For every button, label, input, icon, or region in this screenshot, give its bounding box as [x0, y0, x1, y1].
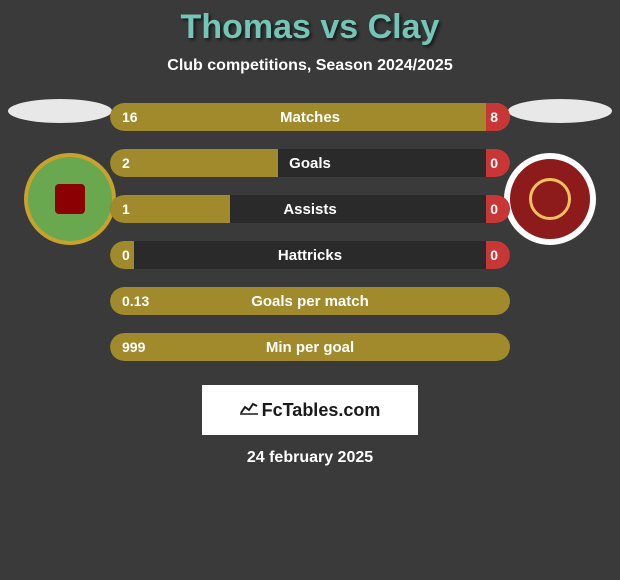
stat-row: Assists1 0 — [110, 195, 510, 223]
date-text: 24 february 2025 — [0, 449, 620, 467]
stat-value-right: 0 — [490, 155, 498, 171]
brand-text: FcTables.com — [262, 400, 381, 421]
player-shadow-left — [8, 99, 112, 123]
chart-icon — [240, 401, 258, 420]
stat-value-left: 2 — [122, 155, 130, 171]
stat-row: Goals per match0.13 — [110, 287, 510, 315]
stat-value-right: 0 — [490, 247, 498, 263]
brand-attribution: FcTables.com — [202, 385, 418, 435]
stat-value-left: 999 — [122, 339, 145, 355]
team-badge-left — [24, 153, 116, 245]
stat-row: Min per goal999 — [110, 333, 510, 361]
stat-value-left: 1 — [122, 201, 130, 217]
player-shadow-right — [508, 99, 612, 123]
stat-value-right: 0 — [490, 201, 498, 217]
stat-label: Goals per match — [110, 293, 510, 310]
stat-label: Matches — [110, 109, 510, 126]
stat-label: Hattricks — [110, 247, 510, 264]
stat-value-left: 0.13 — [122, 293, 149, 309]
stats-bars: Matches168Goals20Assists10Hattricks00Goa… — [110, 103, 510, 361]
stat-label: Assists — [110, 201, 510, 218]
subtitle: Club competitions, Season 2024/2025 — [0, 57, 620, 75]
stat-row: Hattricks0 0 — [110, 241, 510, 269]
stat-label: Min per goal — [110, 339, 510, 356]
stat-row: Matches16 8 — [110, 103, 510, 131]
stat-value-right: 8 — [490, 109, 498, 125]
team-badge-right — [504, 153, 596, 245]
stat-value-left: 16 — [122, 109, 138, 125]
page-title: Thomas vs Clay — [0, 0, 620, 47]
comparison-area: Matches168Goals20Assists10Hattricks00Goa… — [0, 103, 620, 361]
stat-value-left: 0 — [122, 247, 130, 263]
stat-row: Goals2 0 — [110, 149, 510, 177]
stat-label: Goals — [110, 155, 510, 172]
